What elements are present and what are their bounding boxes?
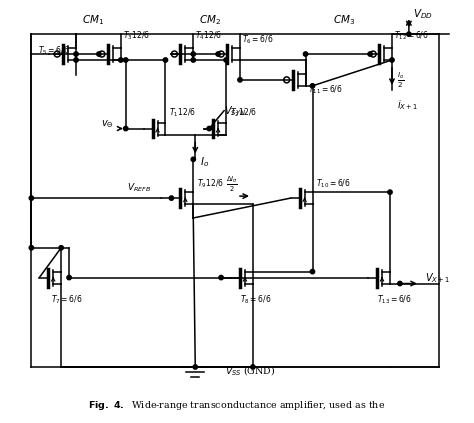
Text: $V_{REFB}$: $V_{REFB}$ [128, 182, 152, 195]
Circle shape [390, 58, 394, 62]
Text: $T_{11}{=}6/6$: $T_{11}{=}6/6$ [308, 84, 342, 96]
Circle shape [191, 157, 195, 162]
Circle shape [74, 58, 78, 62]
Circle shape [216, 52, 220, 56]
Text: $v_\Theta$: $v_\Theta$ [101, 119, 114, 130]
Circle shape [193, 365, 198, 369]
Circle shape [191, 58, 195, 62]
Text: $T_1 12/6$: $T_1 12/6$ [169, 107, 196, 119]
Text: $T_{10}{=}6/6$: $T_{10}{=}6/6$ [317, 178, 351, 190]
Circle shape [388, 190, 392, 194]
Circle shape [398, 281, 402, 286]
Circle shape [207, 126, 211, 131]
Circle shape [124, 58, 128, 62]
Text: $\frac{\Delta I_\sigma}{2}$: $\frac{\Delta I_\sigma}{2}$ [226, 174, 238, 194]
Circle shape [97, 52, 101, 56]
Circle shape [219, 275, 223, 280]
Circle shape [368, 52, 372, 56]
Text: $T_3 12/6$: $T_3 12/6$ [123, 30, 150, 42]
Text: $\bf{Fig.\ 4.}$  Wide-range transconductance amplifier, used as the: $\bf{Fig.\ 4.}$ Wide-range transconducta… [89, 398, 385, 412]
Circle shape [29, 196, 34, 200]
Text: $T_6{=}6/6$: $T_6{=}6/6$ [242, 34, 273, 47]
Text: $T_2 12/6$: $T_2 12/6$ [230, 107, 257, 119]
Text: $CM_2$: $CM_2$ [199, 14, 221, 27]
Circle shape [29, 246, 34, 250]
Text: $I_o$: $I_o$ [200, 155, 210, 169]
Circle shape [67, 275, 71, 280]
Text: $T_{12}{=}6/6$: $T_{12}{=}6/6$ [394, 30, 429, 42]
Text: $T_9 12/6$: $T_9 12/6$ [197, 178, 224, 190]
Text: $T_8{=}6/6$: $T_8{=}6/6$ [240, 293, 272, 306]
Circle shape [238, 78, 242, 82]
Text: $V_{SYN}$: $V_{SYN}$ [224, 104, 246, 118]
Circle shape [124, 126, 128, 131]
Circle shape [118, 58, 123, 62]
Circle shape [163, 58, 168, 62]
Text: $V_{SS}$ (GND): $V_{SS}$ (GND) [225, 365, 275, 377]
Circle shape [303, 52, 308, 56]
Circle shape [224, 58, 228, 62]
Circle shape [310, 269, 315, 274]
Circle shape [310, 84, 315, 88]
Text: $T_5{=}6/6$: $T_5{=}6/6$ [38, 45, 70, 57]
Text: $T_4 12/6$: $T_4 12/6$ [195, 30, 222, 42]
Text: $V_{X+1}$: $V_{X+1}$ [425, 272, 450, 286]
Text: $T_{13}{=}6/6$: $T_{13}{=}6/6$ [377, 293, 412, 306]
Text: $CM_1$: $CM_1$ [82, 14, 104, 27]
Circle shape [169, 196, 173, 200]
Circle shape [251, 365, 255, 369]
Text: $T_7{=}6/6$: $T_7{=}6/6$ [51, 293, 82, 306]
Circle shape [74, 52, 78, 56]
Circle shape [59, 246, 64, 250]
Text: $\frac{I_o}{2}$: $\frac{I_o}{2}$ [397, 70, 404, 90]
Circle shape [407, 32, 411, 36]
Text: $i_{X+1}$: $i_{X+1}$ [397, 98, 419, 112]
Text: $V_{DD}$: $V_{DD}$ [413, 8, 433, 21]
Text: $CM_3$: $CM_3$ [333, 14, 356, 27]
Circle shape [191, 52, 195, 56]
